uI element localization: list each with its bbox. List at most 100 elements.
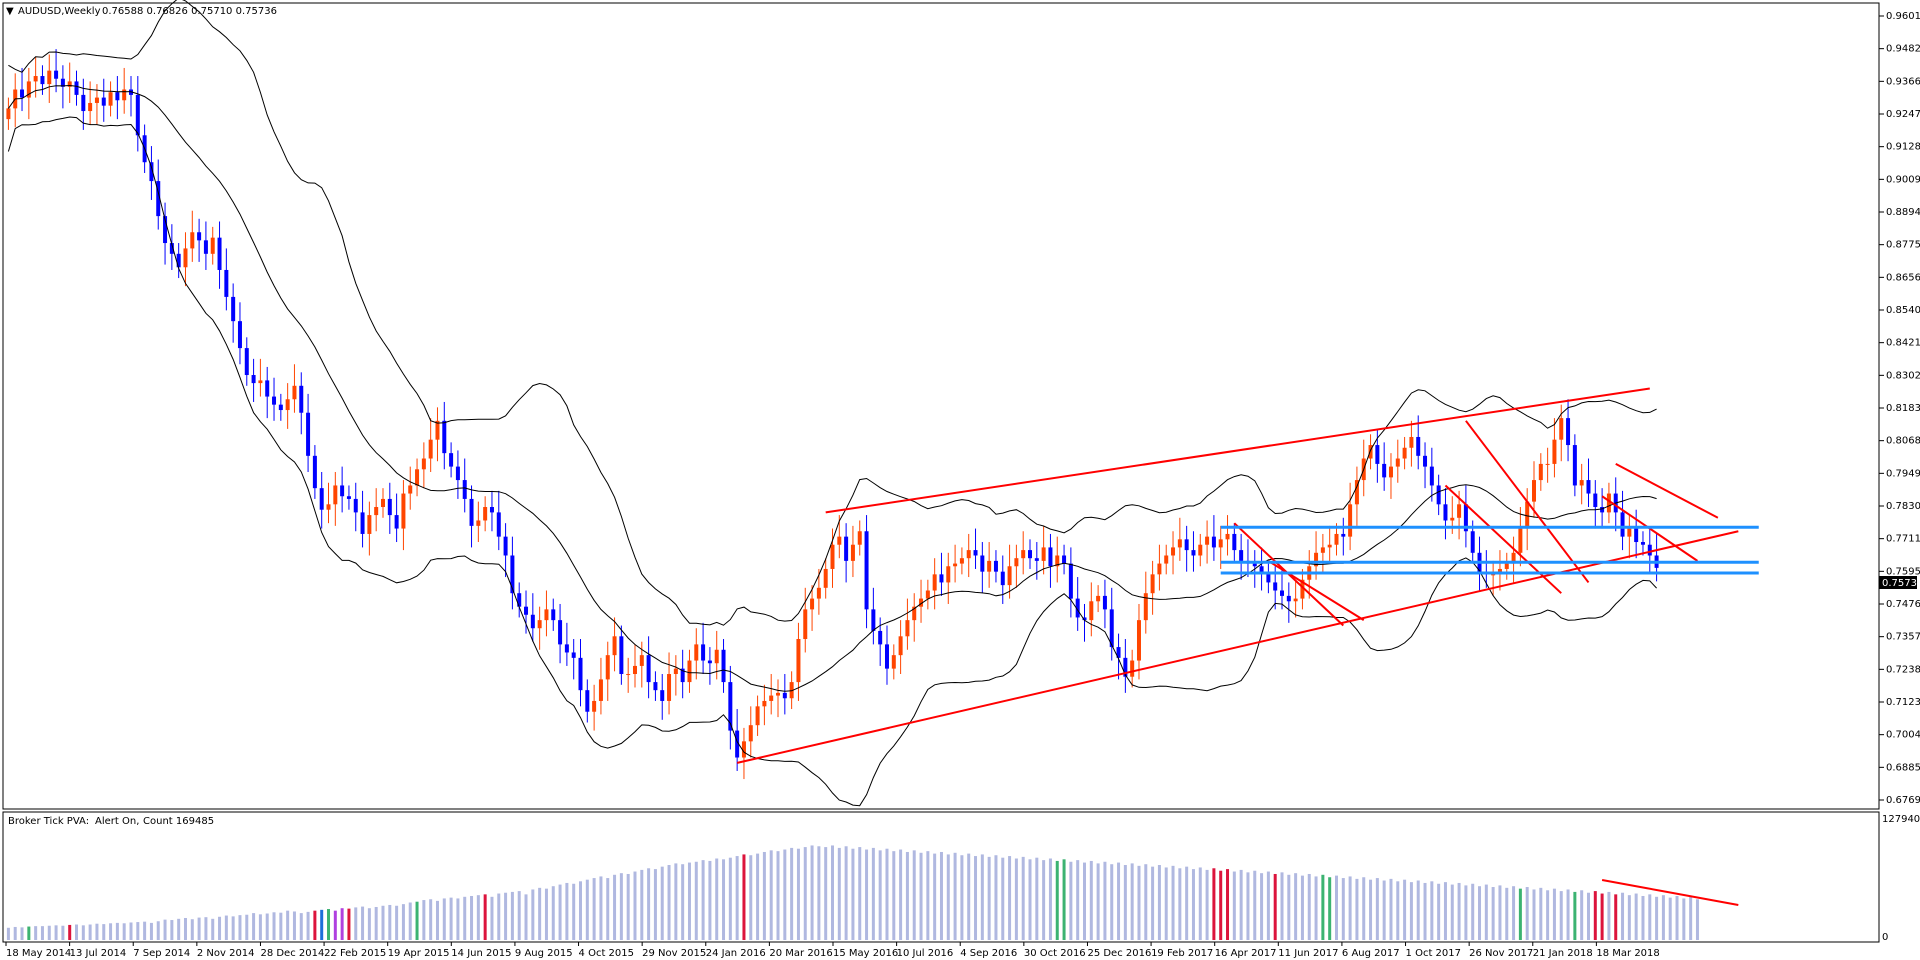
- volume-bar: [1260, 873, 1264, 940]
- candle-body: [1504, 563, 1509, 569]
- volume-bar: [1110, 864, 1114, 940]
- volume-bar: [1512, 886, 1516, 940]
- date-tick-label: 14 Jun 2015: [451, 948, 511, 959]
- volume-bar: [742, 854, 746, 940]
- volume-bar: [531, 889, 535, 940]
- candle-body: [1191, 550, 1196, 556]
- candle-body: [1034, 558, 1039, 561]
- volume-bar: [987, 856, 991, 940]
- volume-bar: [95, 923, 99, 940]
- volume-bar: [796, 848, 800, 940]
- volume-bar: [361, 906, 365, 940]
- volume-bar: [1375, 878, 1379, 940]
- volume-bar: [831, 845, 834, 940]
- candle-body: [285, 399, 290, 411]
- candle-body: [564, 644, 569, 653]
- volume-bar: [27, 926, 31, 940]
- date-tick-label: 22 Feb 2015: [324, 948, 386, 959]
- candle-body: [47, 70, 52, 85]
- candle-body: [299, 385, 304, 413]
- candle-body: [244, 348, 249, 376]
- candle-body: [1225, 533, 1230, 540]
- candle-body: [6, 108, 11, 120]
- volume-bar: [803, 847, 807, 940]
- candle-body: [871, 609, 876, 631]
- candle-body: [265, 380, 270, 397]
- volume-bar: [790, 847, 794, 940]
- chart-title-arrow-icon[interactable]: ▼: [6, 6, 14, 17]
- candle-body: [510, 555, 515, 594]
- candle-body: [176, 253, 181, 268]
- volume-bar: [88, 924, 92, 940]
- volume-bar: [1287, 874, 1291, 940]
- volume-bar: [817, 846, 821, 940]
- volume-bar: [1607, 891, 1611, 940]
- volume-bar: [1035, 857, 1039, 940]
- volume-bar: [939, 851, 943, 940]
- volume-bar: [1042, 860, 1046, 940]
- channel-lower-line: [736, 530, 1739, 764]
- price-tick-label: 0.85405: [1886, 305, 1920, 316]
- volume-bar: [1566, 889, 1570, 940]
- candle-body: [115, 92, 120, 101]
- candle-body: [1511, 552, 1516, 564]
- date-tick-label: 19 Feb 2017: [1151, 948, 1213, 959]
- candle-body: [1606, 493, 1611, 513]
- candle-body: [530, 614, 535, 629]
- candle-body: [1293, 598, 1298, 602]
- volume-bar: [1525, 887, 1529, 940]
- volume-bar: [762, 851, 766, 940]
- volume-bar: [653, 869, 657, 940]
- candle-body: [197, 232, 202, 241]
- volume-bar: [1430, 881, 1434, 940]
- candle-body: [1388, 466, 1393, 478]
- volume-bar: [1130, 863, 1134, 940]
- volume-bar: [1389, 878, 1393, 940]
- candle-body: [1021, 550, 1026, 559]
- volume-bar: [463, 896, 467, 940]
- candle-body: [1647, 544, 1652, 556]
- candle-body: [333, 485, 338, 505]
- candle-body: [1000, 571, 1005, 586]
- candle-body: [1457, 504, 1462, 518]
- price-tick-label: 0.72385: [1886, 664, 1920, 675]
- candle-body: [1068, 563, 1073, 599]
- candle-body: [667, 674, 672, 701]
- candle-body: [694, 644, 699, 661]
- volume-bar: [1280, 872, 1284, 940]
- candle-body: [857, 531, 862, 545]
- candle-body: [1171, 547, 1176, 556]
- date-tick-label: 10 Jul 2016: [897, 948, 954, 959]
- date-tick-label: 25 Dec 2016: [1087, 948, 1151, 959]
- volume-bar: [163, 919, 167, 940]
- candle-body: [462, 480, 467, 499]
- candle-body: [1314, 552, 1319, 567]
- volume-bar: [1171, 865, 1175, 940]
- candle-body: [1341, 533, 1346, 537]
- volume-bar: [715, 858, 719, 940]
- volume-bar: [1334, 875, 1338, 940]
- date-tick-label: 7 Sep 2014: [133, 948, 190, 959]
- volume-bar: [272, 912, 276, 940]
- volume-zero-label: 0: [1882, 932, 1888, 943]
- volume-bar: [347, 908, 351, 940]
- candle-body: [428, 439, 433, 459]
- candle-body: [850, 544, 855, 561]
- candle-body: [939, 574, 944, 583]
- volume-bar: [837, 847, 841, 940]
- volume-bar: [1450, 884, 1454, 940]
- volume-bar: [1484, 884, 1488, 940]
- candle-body: [1252, 563, 1257, 567]
- candle-body: [149, 162, 154, 182]
- volume-bar: [1273, 873, 1277, 940]
- candle-body: [844, 536, 849, 561]
- volume-bar: [354, 907, 358, 940]
- volume-bar: [538, 887, 542, 940]
- volume-bar: [1321, 874, 1325, 940]
- candle-body: [1116, 647, 1121, 658]
